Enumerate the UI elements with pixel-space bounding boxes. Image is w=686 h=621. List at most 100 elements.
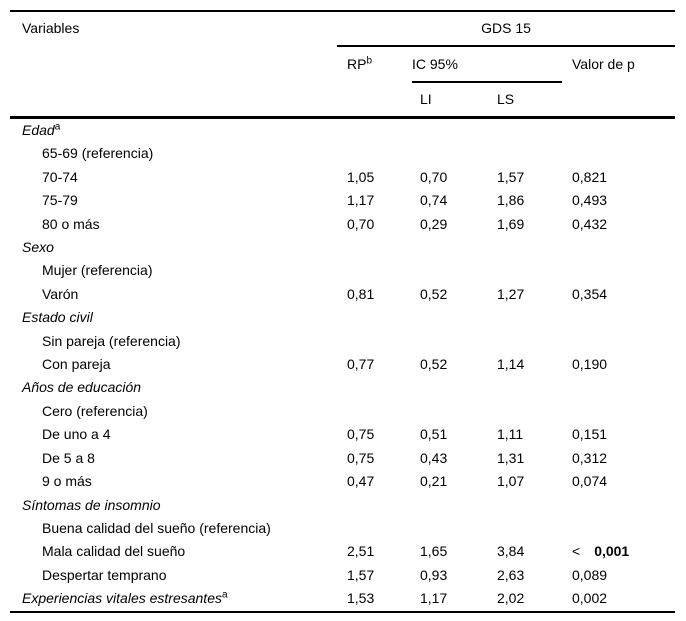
p-value-text: 0,821 <box>572 168 608 185</box>
p-value-text: 0,493 <box>572 192 608 209</box>
table-row: 80 o más 0,70 0,29 1,69 0,432 <box>10 213 675 236</box>
p-value-cell: 0,190 <box>562 353 675 376</box>
rp-value-cell <box>337 400 412 423</box>
p-value-cell <box>562 116 675 143</box>
li-value-cell: 1,17 <box>420 590 448 607</box>
row-label: Buena calidad del sueño (referencia) <box>42 519 271 536</box>
column-group-header-ic95: IC 95% <box>412 46 562 83</box>
table-row: Despertar temprano 1,57 0,93 2,63 0,089 <box>10 564 675 587</box>
rp-value-cell <box>337 259 412 282</box>
p-value-text: < <box>572 543 581 560</box>
variable-cell: Varón <box>10 283 337 306</box>
p-value-cell <box>562 400 675 423</box>
li-value-cell <box>412 494 487 517</box>
row-label: 80 o más <box>42 215 100 232</box>
p-value-cell: 0,432 <box>562 213 675 236</box>
li-value-cell: 0,52 <box>420 356 448 373</box>
p-value-text: 0,312 <box>572 449 608 466</box>
ls-value-cell <box>487 400 562 423</box>
table-row: 65-69 (referencia) <box>10 142 675 165</box>
table-row: 70-74 1,05 0,70 1,57 0,821 <box>10 166 675 189</box>
p-value-cell: 0,151 <box>562 423 675 446</box>
rp-value-cell <box>337 494 412 517</box>
p-value-cell <box>562 306 675 329</box>
li-value-cell: 0,70 <box>420 168 448 185</box>
column-header-rp: RPb <box>337 46 412 118</box>
variable-cell: De 5 a 8 <box>10 447 337 470</box>
ls-value-cell: 1,14 <box>497 356 525 373</box>
p-value-cell <box>562 330 675 353</box>
p-value-cell <box>562 236 675 259</box>
p-value-text: 0,002 <box>572 590 608 607</box>
row-label: Varón <box>42 285 79 302</box>
variable-cell: 70-74 <box>10 166 337 189</box>
variable-cell: Edada <box>10 116 337 143</box>
row-label: De uno a 4 <box>42 426 111 443</box>
variable-cell: Mujer (referencia) <box>10 259 337 282</box>
table-row: Cero (referencia) <box>10 400 675 423</box>
li-value-cell <box>412 376 487 399</box>
column-header-li: LI <box>420 91 432 107</box>
li-value-cell: 1,65 <box>420 543 448 560</box>
row-label: 70-74 <box>42 168 78 185</box>
table-row: Años de educación <box>10 376 675 399</box>
ls-value-cell: 2,63 <box>497 566 525 583</box>
li-value-cell: 0,52 <box>420 285 448 302</box>
table-row: Varón 0,81 0,52 1,27 0,354 <box>10 283 675 306</box>
p-value-text: 0,089 <box>572 566 608 583</box>
p-value-cell <box>562 494 675 517</box>
rp-value-cell: 0,75 <box>347 426 375 443</box>
p-value-cell <box>562 517 675 540</box>
row-label: Mujer (referencia) <box>42 262 153 279</box>
row-label: Años de educación <box>22 379 142 396</box>
variable-cell: Sexo <box>10 236 337 259</box>
ls-value-cell: 1,57 <box>497 168 525 185</box>
ls-value-cell: 1,86 <box>497 192 525 209</box>
ls-value-cell: 1,69 <box>497 215 525 232</box>
variable-cell: 9 o más <box>10 470 337 493</box>
ls-value-cell: 1,31 <box>497 449 525 466</box>
p-value-text: 0,354 <box>572 285 608 302</box>
table-row: Con pareja 0,77 0,52 1,14 0,190 <box>10 353 675 376</box>
ls-value-cell: 1,11 <box>497 426 524 443</box>
p-value-cell: 0,002 <box>562 587 675 611</box>
li-value-cell <box>412 236 487 259</box>
rp-value-cell: 0,75 <box>347 449 375 466</box>
header-row-group: Variables GDS 15 <box>10 11 675 47</box>
variable-cell: Mala calidad del sueño <box>10 540 337 563</box>
row-superscript: a <box>54 121 61 133</box>
li-value-cell: 0,29 <box>420 215 448 232</box>
ls-value-cell <box>487 259 562 282</box>
ls-value-cell <box>487 494 562 517</box>
row-label: 65-69 (referencia) <box>42 145 154 162</box>
p-value-text: 0,190 <box>572 356 608 373</box>
table-row: Edada <box>10 116 675 143</box>
table-row: Estado civil <box>10 306 675 329</box>
ls-value-cell <box>487 330 562 353</box>
results-table: Variables GDS 15 RPb IC 95% Valor de p L… <box>10 10 675 613</box>
row-label: 75-79 <box>42 192 78 209</box>
rp-value-cell <box>337 116 412 143</box>
p-value-bold-text: 0,001 <box>594 543 630 560</box>
ls-value-cell <box>487 517 562 540</box>
row-label: Despertar temprano <box>42 566 167 583</box>
rp-value-cell: 1,53 <box>347 590 375 607</box>
variable-cell: Síntomas de insomnio <box>10 494 337 517</box>
p-value-cell: <0,001 <box>562 540 675 563</box>
table-row: Mala calidad del sueño 2,51 1,65 3,84 <0… <box>10 540 675 563</box>
p-value-cell: 0,821 <box>562 166 675 189</box>
row-label: Con pareja <box>42 356 111 373</box>
rp-value-cell <box>337 236 412 259</box>
table-row: Sin pareja (referencia) <box>10 330 675 353</box>
table-body: Edada 65-69 (referencia) 70-74 1,05 0,70… <box>10 116 675 612</box>
table-row: Buena calidad del sueño (referencia) <box>10 517 675 540</box>
li-value-cell <box>412 517 487 540</box>
p-value-cell: 0,312 <box>562 447 675 470</box>
table-row: De 5 a 8 0,75 0,43 1,31 0,312 <box>10 447 675 470</box>
row-label: Sexo <box>22 239 54 256</box>
header-row-measures: RPb IC 95% Valor de p <box>10 46 675 83</box>
p-value-cell <box>562 259 675 282</box>
column-header-valor-p: Valor de p <box>572 56 635 72</box>
rp-value-cell <box>337 142 412 165</box>
variable-cell: Años de educación <box>10 376 337 399</box>
